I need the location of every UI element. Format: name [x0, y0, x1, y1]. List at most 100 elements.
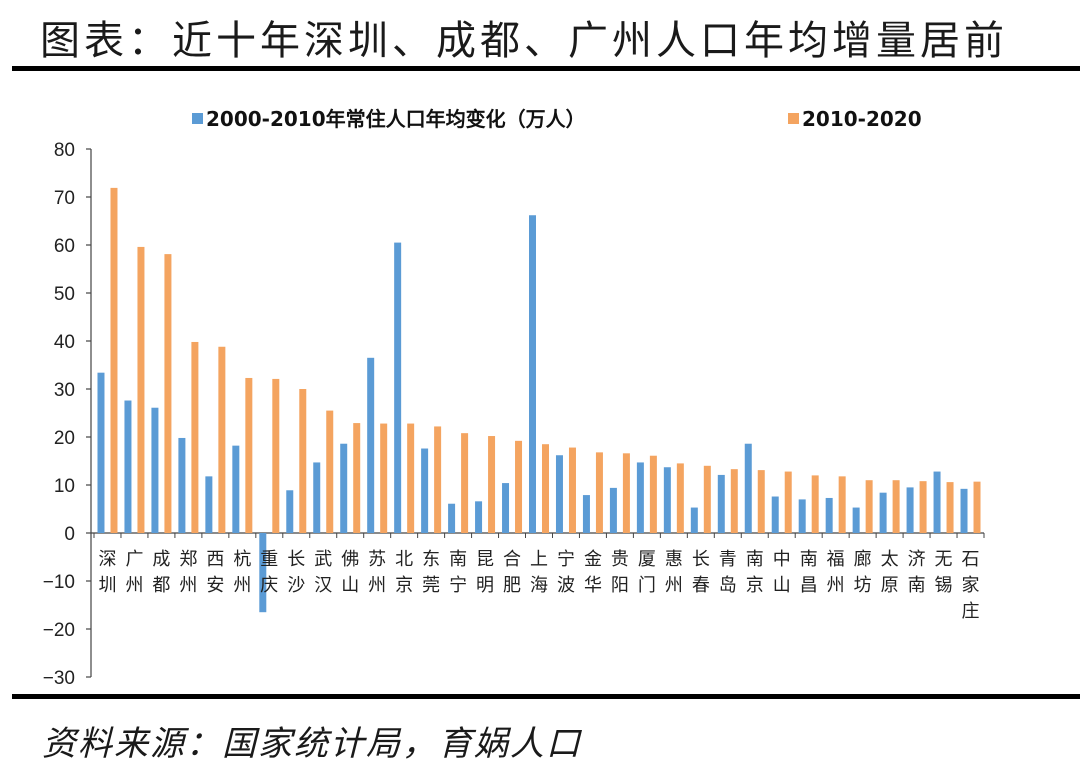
- x-category-label: 太: [881, 549, 899, 570]
- bar-series1: [124, 400, 132, 533]
- x-category-label: 山: [773, 575, 791, 596]
- x-category-label: 州: [827, 575, 845, 596]
- x-category-label: 南: [800, 549, 818, 570]
- bar-series1: [609, 487, 617, 533]
- x-category-label: 汉: [314, 575, 332, 596]
- bar-series2: [110, 187, 118, 533]
- x-category-label: 无: [935, 549, 953, 570]
- bar-series2: [515, 440, 523, 533]
- bar-series2: [865, 480, 873, 533]
- bar-series1: [340, 443, 348, 533]
- y-tick-label: −10: [43, 572, 75, 593]
- y-tick-label: 30: [54, 380, 75, 401]
- x-category-label: 阳: [611, 575, 629, 596]
- bar-series1: [636, 462, 644, 533]
- bar-series2: [730, 469, 738, 533]
- bar-series1: [286, 490, 294, 533]
- x-category-label: 青: [719, 549, 737, 570]
- x-category-label: 家: [962, 575, 980, 596]
- source-note: 资料来源：国家统计局，育娲人口: [42, 724, 582, 764]
- bar-series2: [649, 455, 657, 533]
- x-category-label: 波: [557, 575, 575, 596]
- bar-series2: [892, 480, 900, 533]
- x-category-label: 惠: [665, 549, 683, 570]
- x-category-label: 肥: [503, 575, 521, 596]
- x-category-label: 山: [341, 575, 359, 596]
- bar-series1: [529, 215, 536, 534]
- bar-series2: [757, 470, 765, 533]
- y-tick-label: 20: [54, 428, 75, 449]
- y-tick-label: 10: [54, 476, 75, 497]
- x-category-label: 东: [422, 549, 440, 570]
- x-category-label: 莞: [422, 575, 440, 596]
- x-category-label: 昆: [476, 549, 494, 570]
- legend-swatch-series1: [192, 113, 203, 124]
- x-category-label: 武: [314, 549, 332, 570]
- bar-series1: [367, 357, 375, 533]
- bar-series1: [178, 437, 186, 533]
- bar-series2: [245, 377, 253, 533]
- x-category-label: 安: [206, 575, 224, 596]
- x-category-label: 南: [908, 575, 926, 596]
- bar-series2: [542, 444, 549, 533]
- bar-series2: [461, 433, 469, 533]
- x-category-label: 华: [584, 575, 602, 596]
- x-category-label: 中: [773, 549, 791, 570]
- x-category-label: 原: [881, 575, 899, 596]
- bar-series2: [488, 436, 496, 533]
- bar-series1: [744, 443, 752, 533]
- bar-series1: [798, 499, 806, 533]
- x-category-label: 重: [260, 549, 278, 570]
- bar-series2: [622, 453, 630, 533]
- bar-series2: [407, 423, 415, 533]
- x-category-label: 昌: [800, 575, 818, 596]
- x-category-label: 北: [395, 549, 413, 570]
- y-tick-label: 50: [54, 284, 75, 305]
- bar-series1: [205, 476, 213, 533]
- bar-series1: [555, 455, 563, 533]
- x-category-label: 州: [233, 575, 251, 596]
- x-category-label: 岛: [719, 575, 737, 596]
- x-category-label: 上: [530, 549, 548, 570]
- x-category-label: 杭: [233, 549, 251, 570]
- x-category-label: 南: [746, 549, 764, 570]
- bar-series2: [299, 389, 307, 533]
- x-category-label: 广: [125, 549, 143, 570]
- bar-series2: [568, 447, 576, 533]
- bar-series1: [852, 507, 860, 533]
- x-category-label: 海: [530, 575, 548, 596]
- x-category-label: 州: [665, 575, 683, 596]
- y-tick-label: 60: [54, 236, 75, 257]
- bar-series1: [448, 503, 456, 533]
- bar-series2: [595, 452, 603, 533]
- bar-series1: [97, 372, 105, 533]
- y-tick-label: 0: [64, 524, 75, 545]
- bar-series2: [218, 346, 226, 533]
- bar-series1: [663, 467, 671, 533]
- bar-series1: [232, 445, 240, 533]
- bar-series2: [164, 254, 172, 533]
- chart-legend: 2000-2010年常住人口年均变化（万人） 2010-2020: [192, 107, 922, 131]
- x-category-label: 佛: [341, 549, 359, 570]
- y-tick-label: −20: [43, 620, 75, 641]
- bar-series2: [811, 475, 819, 533]
- x-category-label: 贵: [611, 549, 629, 570]
- bar-series1: [582, 495, 590, 533]
- x-category-label: 庆: [260, 575, 278, 596]
- x-category-label: 石: [962, 549, 980, 570]
- bar-series2: [946, 482, 954, 533]
- legend-swatch-series2: [788, 113, 799, 124]
- y-tick-label: 40: [54, 332, 75, 353]
- bar-series1: [960, 488, 968, 533]
- y-tick-label: 70: [54, 188, 75, 209]
- x-category-label: 沙: [287, 575, 305, 596]
- bar-series1: [475, 501, 483, 533]
- bar-series2: [784, 471, 792, 533]
- bar-series1: [394, 242, 402, 533]
- x-category-label: 金: [584, 549, 602, 570]
- x-category-label: 京: [395, 575, 413, 596]
- bar-series2: [703, 465, 711, 533]
- x-category-label: 西: [206, 549, 224, 570]
- bar-series2: [838, 476, 846, 533]
- x-category-label: 庄: [962, 601, 980, 622]
